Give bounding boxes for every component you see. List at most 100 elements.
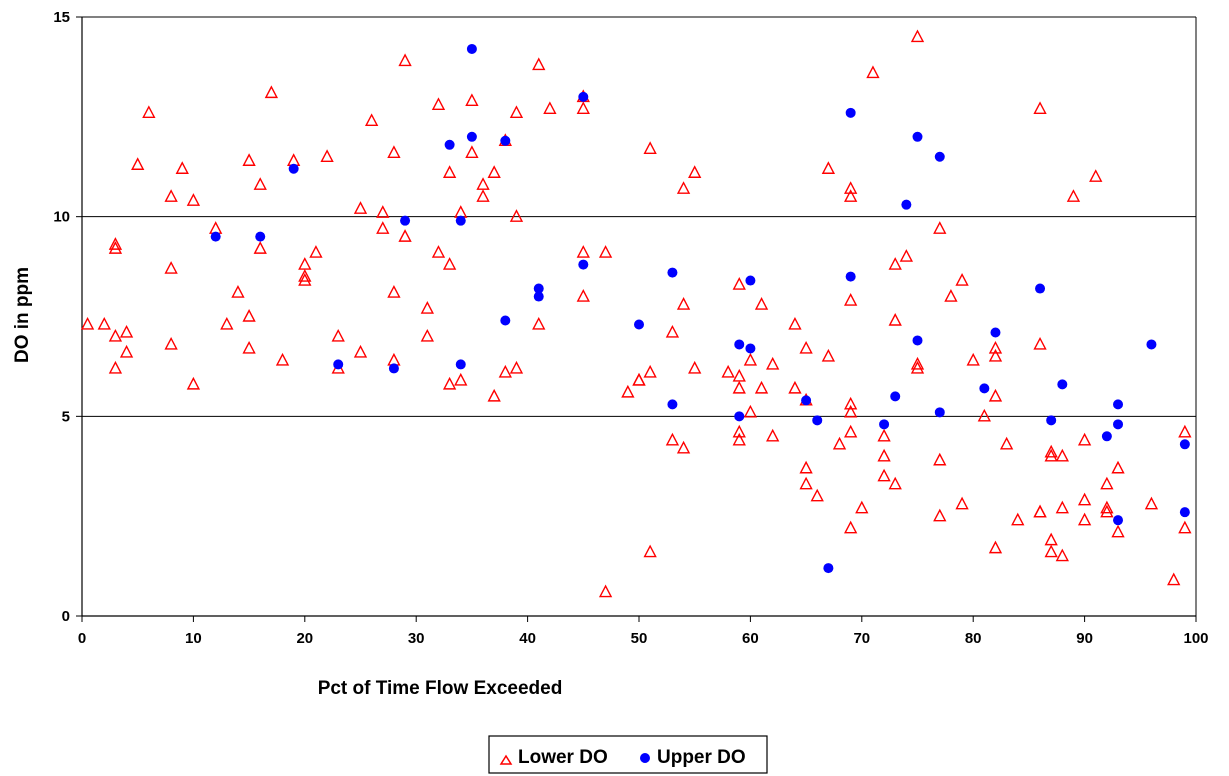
lower-do-point [509,105,524,119]
lower-do-point [988,340,1003,354]
upper-do-point [533,283,544,294]
lower-do-point [821,161,836,174]
upper-do-point [812,415,823,426]
lower-do-point [275,352,290,366]
y-tick-label: 0 [62,608,70,625]
lower-do-point [933,508,947,522]
lower-do-point [242,153,256,166]
lower-do-point [844,404,858,418]
upper-do-point [901,199,912,210]
lower-do-point [1178,520,1192,534]
legend-label-lower-do: Lower DO [518,747,608,768]
lower-do-point [164,336,178,350]
lower-do-point [643,141,657,154]
lower-do-point [164,261,178,274]
x-tick-label: 50 [631,630,648,647]
lower-do-point [988,388,1003,402]
lower-do-point [398,53,412,67]
lower-do-point [866,65,880,79]
lower-do-point [1055,448,1069,462]
legend-label-upper-do: Upper DO [657,747,746,768]
lower-do-point [1055,548,1069,562]
y-tick-labels: 0 5 10 15 [53,9,70,625]
y-tick-label: 5 [62,408,70,425]
lower-do-point [320,149,334,162]
lower-do-point [1044,448,1058,462]
lower-do-point [1144,496,1159,510]
lower-do-point [264,85,279,99]
lower-do-point [621,384,635,398]
upper-do-point [734,411,745,422]
lower-do-point [966,352,980,366]
lower-do-point [576,289,590,302]
x-axis-title: Pct of Time Flow Exceeded [318,678,563,699]
lower-do-point [309,245,323,258]
legend-marker-lower-do [499,754,513,765]
upper-do-point [845,107,856,118]
lower-do-point [821,348,836,362]
upper-do-point [634,319,644,330]
lower-do-point [543,101,557,115]
upper-do-point [210,231,221,242]
lower-do-point [298,269,312,282]
lower-do-point [576,101,590,115]
x-tick-label: 70 [853,630,870,647]
lower-do-point [175,161,189,174]
lower-do-point [442,257,457,270]
lower-do-point [877,428,891,442]
lower-do-point [108,360,123,374]
lower-do-point [844,396,858,410]
upper-do-point [934,407,945,418]
lower-do-point [665,324,680,338]
upper-do-point [466,43,477,54]
lower-do-point [487,165,501,178]
upper-do-point [1035,283,1046,294]
x-tick-label: 30 [408,630,425,647]
lower-do-point [676,181,691,194]
lower-do-point [643,544,657,558]
lower-do-point [855,500,869,514]
upper-do-point [934,151,945,162]
upper-do-point [667,399,678,410]
upper-do-point [1113,515,1124,526]
x-tick-label: 90 [1076,630,1093,647]
lower-do-point [331,328,345,342]
data-points [80,29,1192,598]
gridlines [82,216,1196,417]
lower-do-point [532,316,546,330]
upper-do-point [578,259,589,270]
upper-do-point [879,419,890,430]
lower-do-point [788,316,802,330]
lower-do-point [220,316,234,330]
lower-do-point [955,496,969,510]
lower-do-point [799,460,813,474]
lower-do-point [844,189,858,202]
lower-do-point [955,273,969,286]
lower-do-point [1077,492,1092,506]
lower-do-point [1100,500,1114,514]
lower-do-point [353,201,368,214]
legend-box [488,735,768,774]
lower-do-point [532,57,546,71]
lower-do-point [754,380,769,394]
lower-do-point [576,245,590,258]
lower-do-point [1077,512,1092,526]
lower-do-point [231,285,245,298]
lower-do-point [888,312,902,326]
lower-do-point [420,328,434,342]
upper-do-point [745,343,756,354]
lower-do-point [1111,524,1125,538]
lower-do-point [732,432,746,446]
lower-do-point [766,428,780,442]
lower-do-point [186,193,201,206]
lower-do-point [420,301,434,314]
lower-do-point [431,245,446,258]
lower-do-point [810,488,824,502]
lower-do-point [665,432,680,446]
lower-do-point [899,249,914,262]
lower-do-point [933,452,947,466]
lower-do-point [80,316,95,330]
upper-do-point [578,91,589,102]
lower-do-point [1066,189,1081,202]
